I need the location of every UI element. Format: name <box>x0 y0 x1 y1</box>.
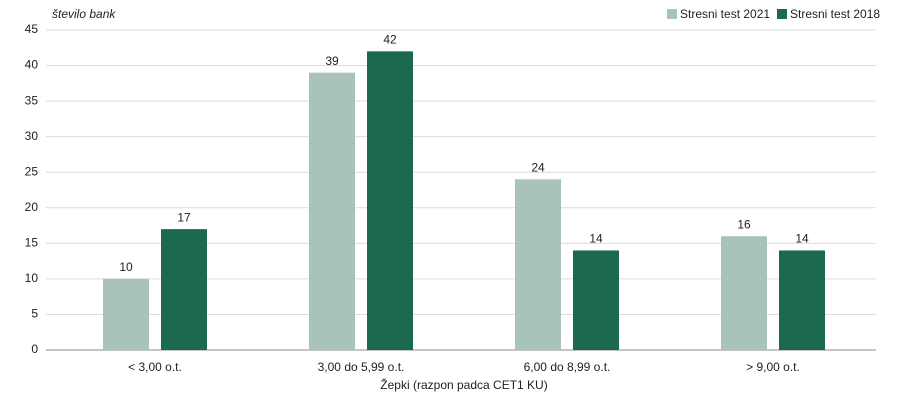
legend-swatch <box>667 9 677 19</box>
y-tick-label: 25 <box>25 164 39 178</box>
y-tick-label: 35 <box>25 93 39 107</box>
y-axis-label: število bank <box>52 7 116 21</box>
y-tick-label: 0 <box>31 342 38 356</box>
legend-swatch <box>777 9 787 19</box>
x-axis-label: Žepki (razpon padca CET1 KU) <box>380 377 547 392</box>
value-label: 39 <box>325 54 339 68</box>
value-label: 14 <box>795 232 809 246</box>
y-tick-label: 45 <box>25 22 39 36</box>
value-label: 16 <box>737 217 751 231</box>
bar <box>573 250 619 350</box>
value-label: 24 <box>531 161 545 175</box>
y-tick-label: 20 <box>25 200 39 214</box>
bar <box>161 229 207 350</box>
x-tick-label: < 3,00 o.t. <box>128 360 182 374</box>
value-label: 42 <box>383 33 397 47</box>
y-tick-label: 5 <box>31 307 38 321</box>
bar <box>103 278 149 350</box>
y-tick-label: 15 <box>25 236 39 250</box>
bar <box>721 236 767 350</box>
bar <box>367 51 413 350</box>
value-label: 14 <box>589 232 603 246</box>
x-tick-label: > 9,00 o.t. <box>746 360 800 374</box>
legend-label: Stresni test 2018 <box>790 7 880 21</box>
value-label: 10 <box>119 260 133 274</box>
y-tick-label: 30 <box>25 129 39 143</box>
x-tick-label: 6,00 do 8,99 o.t. <box>524 360 611 374</box>
legend-label: Stresni test 2021 <box>680 7 770 21</box>
x-tick-label: 3,00 do 5,99 o.t. <box>318 360 405 374</box>
y-tick-label: 10 <box>25 271 39 285</box>
bar <box>515 179 561 350</box>
value-label: 17 <box>177 210 191 224</box>
bar <box>309 72 355 351</box>
bar <box>779 250 825 350</box>
y-tick-label: 40 <box>25 58 39 72</box>
